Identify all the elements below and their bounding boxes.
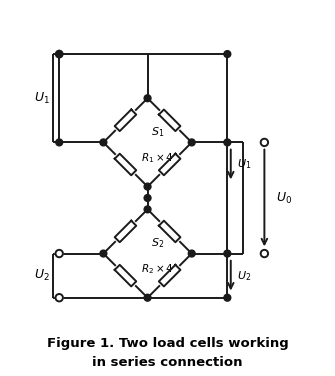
Circle shape (144, 294, 151, 301)
Circle shape (224, 294, 231, 301)
Circle shape (188, 250, 195, 257)
Polygon shape (159, 109, 181, 131)
Text: $U_0$: $U_0$ (276, 190, 292, 206)
Circle shape (56, 250, 63, 257)
Circle shape (56, 50, 63, 58)
Circle shape (56, 294, 63, 302)
Text: $U_2$: $U_2$ (34, 268, 50, 283)
Circle shape (188, 139, 195, 146)
Circle shape (100, 139, 107, 146)
Circle shape (144, 206, 151, 213)
Polygon shape (159, 154, 181, 175)
Circle shape (261, 139, 268, 146)
Circle shape (144, 95, 151, 102)
Polygon shape (115, 265, 136, 287)
Text: $R_2\times 4$: $R_2\times 4$ (141, 262, 174, 276)
Circle shape (144, 194, 151, 202)
Text: Figure 1. Two load cells working: Figure 1. Two load cells working (47, 337, 288, 350)
Text: $U_2$: $U_2$ (237, 269, 252, 282)
Circle shape (100, 250, 107, 257)
Polygon shape (115, 109, 136, 131)
Circle shape (261, 250, 268, 257)
Text: $S_2$: $S_2$ (151, 237, 164, 250)
Polygon shape (115, 154, 136, 175)
Circle shape (224, 250, 231, 257)
Text: $R_1\times 4$: $R_1\times 4$ (141, 151, 174, 165)
Text: $U_1$: $U_1$ (237, 158, 252, 171)
Text: $U_1$: $U_1$ (34, 91, 50, 106)
Polygon shape (115, 221, 136, 242)
Polygon shape (159, 221, 181, 242)
Text: $S_1$: $S_1$ (151, 126, 164, 139)
Polygon shape (159, 265, 181, 287)
Circle shape (144, 183, 151, 190)
Circle shape (224, 51, 231, 58)
Text: in series connection: in series connection (92, 356, 243, 369)
Circle shape (56, 139, 63, 146)
Circle shape (224, 139, 231, 146)
